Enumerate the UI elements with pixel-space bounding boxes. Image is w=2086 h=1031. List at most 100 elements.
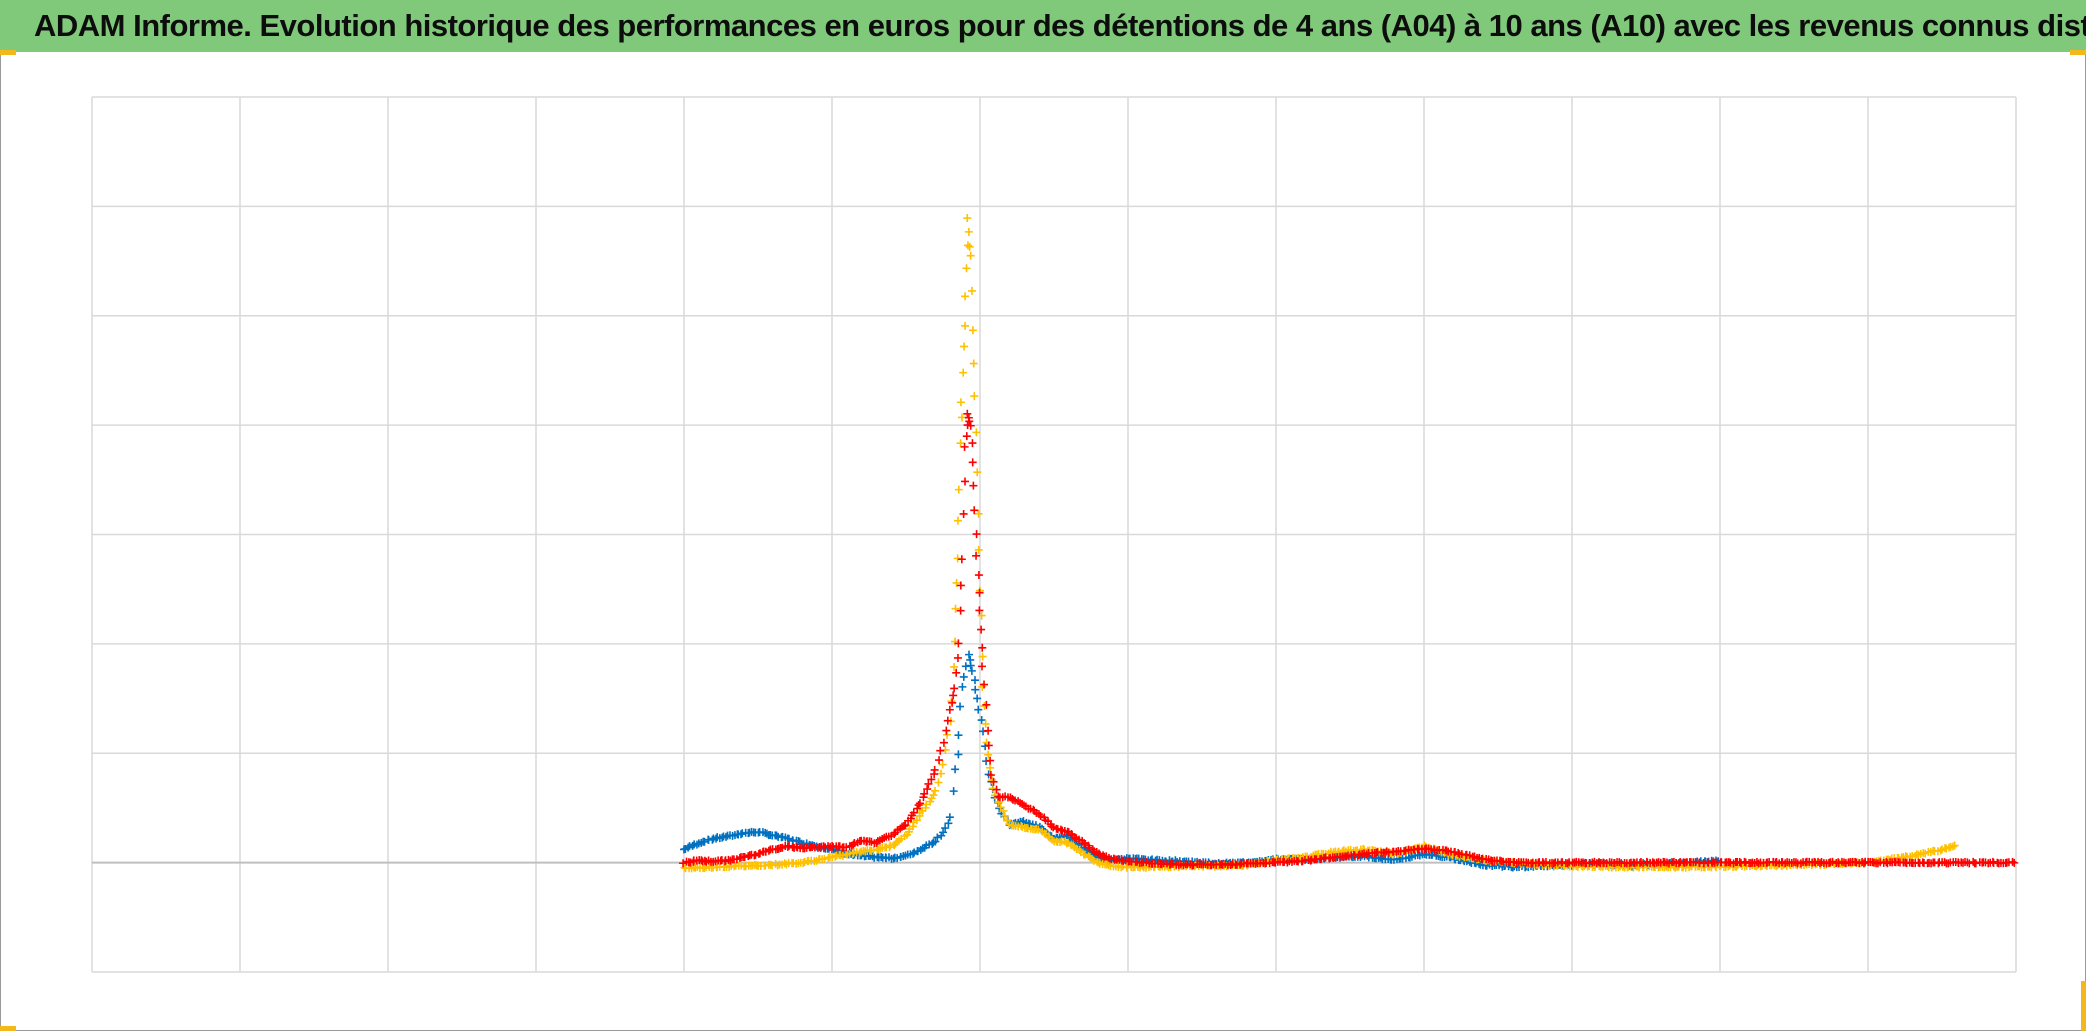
data-point — [930, 765, 939, 774]
data-point — [938, 760, 947, 769]
data-point — [2010, 858, 2019, 867]
data-point — [973, 694, 982, 703]
title-bar: ADAM Informe. Evolution historique des p… — [0, 0, 2086, 52]
data-point — [984, 750, 993, 759]
data-point — [942, 726, 951, 735]
data-point — [1000, 811, 1009, 820]
data-point — [799, 859, 808, 868]
data-point — [930, 786, 939, 795]
data-point — [1558, 858, 1567, 867]
data-point — [967, 286, 976, 295]
data-point — [1384, 848, 1393, 857]
data-point — [943, 716, 952, 725]
data-point — [954, 750, 963, 759]
series-3 — [679, 409, 2019, 870]
data-point — [1442, 846, 1451, 855]
data-point — [1342, 852, 1351, 861]
data-point — [740, 853, 749, 862]
data-point — [700, 864, 709, 873]
data-point — [984, 741, 993, 750]
data-point — [1080, 850, 1089, 859]
data-point — [1189, 861, 1198, 870]
data-point — [945, 813, 954, 822]
data-point — [950, 662, 959, 671]
data-point — [992, 785, 1001, 794]
data-point — [962, 432, 971, 441]
frame-corner-bottom-right — [2081, 981, 2086, 1031]
data-point — [708, 835, 717, 844]
data-point — [954, 731, 963, 740]
data-point — [939, 738, 948, 747]
data-point — [869, 846, 878, 855]
data-point — [954, 485, 963, 494]
data-point — [975, 588, 984, 597]
data-point — [1934, 859, 1943, 868]
data-point — [960, 342, 969, 351]
data-point — [764, 846, 773, 855]
data-point — [966, 421, 975, 430]
data-point — [974, 545, 983, 554]
data-point — [890, 830, 899, 839]
data-point — [1080, 838, 1089, 847]
data-point — [956, 702, 965, 711]
data-point — [974, 509, 983, 518]
data-point — [961, 292, 970, 301]
data-point — [885, 843, 894, 852]
data-point — [963, 214, 972, 223]
data-point — [1712, 863, 1721, 872]
data-point — [986, 756, 995, 765]
data-point — [954, 516, 963, 525]
data-point — [977, 625, 986, 634]
series-1 — [679, 650, 1723, 872]
data-point — [899, 822, 908, 831]
data-point — [813, 843, 822, 852]
data-point — [950, 684, 959, 693]
data-point — [986, 771, 995, 780]
data-point — [970, 506, 979, 515]
data-point — [772, 831, 781, 840]
data-point — [831, 852, 840, 861]
data-point — [989, 777, 998, 786]
data-point — [957, 555, 966, 564]
data-point — [980, 702, 989, 711]
data-point — [2008, 857, 2017, 866]
data-point — [959, 368, 968, 377]
data-point — [971, 676, 980, 685]
data-point — [1047, 822, 1056, 831]
data-point — [966, 661, 975, 670]
data-point — [958, 682, 967, 691]
data-point — [915, 799, 924, 808]
data-point — [965, 650, 974, 659]
data-point — [973, 468, 982, 477]
data-point — [964, 227, 973, 236]
data-point — [977, 611, 986, 620]
data-point — [939, 828, 948, 837]
data-point — [966, 251, 975, 260]
data-point — [954, 639, 963, 648]
data-point — [1085, 843, 1094, 852]
data-point — [987, 776, 996, 785]
data-point — [949, 691, 958, 700]
data-point — [721, 832, 730, 841]
data-point — [1791, 858, 1800, 867]
frame-corner-bottom-left — [0, 1026, 16, 1031]
data-point — [736, 830, 745, 839]
data-point — [978, 652, 987, 661]
data-point — [785, 841, 794, 850]
data-point — [960, 442, 969, 451]
data-point — [933, 833, 942, 842]
frame-corner-top-right — [2070, 50, 2086, 55]
chart-title: ADAM Informe. Evolution historique des p… — [34, 8, 2086, 43]
data-point — [970, 392, 979, 401]
data-point — [968, 439, 977, 448]
data-point — [982, 700, 991, 709]
data-point — [969, 481, 978, 490]
data-point — [971, 685, 980, 694]
data-point — [936, 769, 945, 778]
data-point — [952, 668, 961, 677]
data-point — [784, 834, 793, 843]
data-point — [965, 417, 974, 426]
data-point — [963, 409, 972, 418]
data-point — [972, 551, 981, 560]
